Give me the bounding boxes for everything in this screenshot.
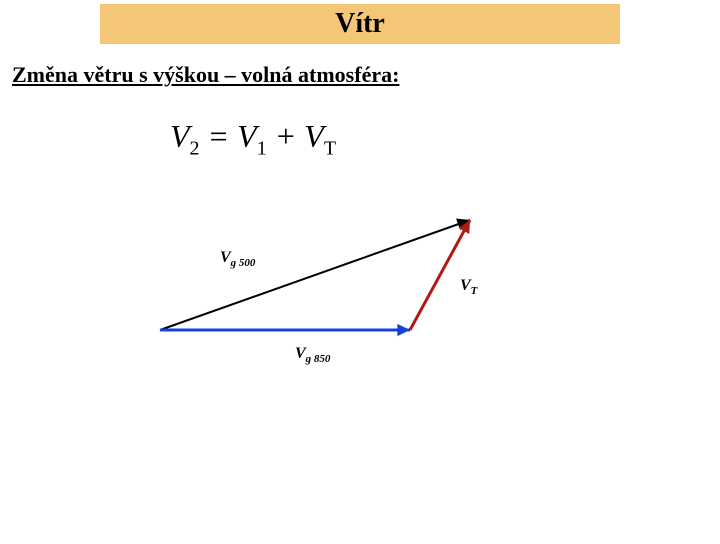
vector-red-line: [410, 220, 470, 330]
page-title: Vítr: [335, 8, 385, 40]
vector-blue-label: Vg 850: [295, 345, 331, 365]
eq-r2-sub: T: [324, 137, 336, 159]
eq-lhs-var: V: [170, 118, 190, 154]
vector-black-label: Vg 500: [220, 249, 256, 269]
eq-r2-var: V: [304, 118, 324, 154]
vector-blue-arrowhead: [397, 324, 410, 336]
eq-r1-var: V: [237, 118, 257, 154]
eq-r1-sub: 1: [257, 137, 267, 159]
vector-black-line: [160, 220, 470, 330]
vector-red-label: VT: [460, 277, 479, 297]
title-bar: Vítr: [100, 4, 620, 44]
eq-lhs-sub: 2: [190, 137, 200, 159]
eq-plus: +: [267, 118, 305, 154]
eq-equals: =: [200, 118, 238, 154]
diagram-svg: Vg 500 Vg 850 VT: [130, 200, 510, 370]
vector-diagram: Vg 500 Vg 850 VT: [130, 200, 720, 375]
subtitle: Změna větru s výškou – volná atmosféra:: [12, 62, 720, 88]
equation: V2 = V1 + VT: [170, 118, 720, 160]
